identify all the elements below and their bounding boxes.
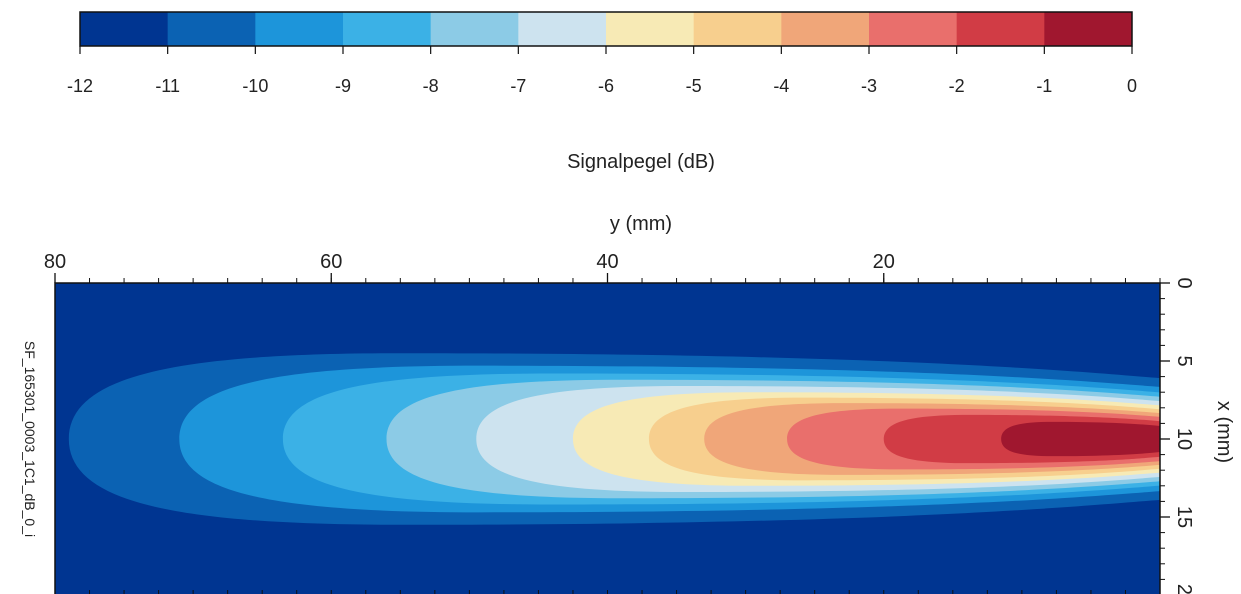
x-axis-ticks: 0 5 10 15 20: [1160, 277, 1195, 594]
heatmap-contours: [68, 353, 1160, 525]
colorbar-tick-label: -12: [67, 76, 93, 96]
colorbar-segment: [1044, 12, 1133, 46]
colorbar-tick-label: -10: [242, 76, 268, 96]
colorbar-tick-label: -1: [1036, 76, 1052, 96]
colorbar-tick-label: -3: [861, 76, 877, 96]
y-tick-label: 40: [596, 251, 618, 273]
colorbar-segment: [80, 12, 169, 46]
colorbar-segment: [693, 12, 782, 46]
x-tick-label: 20: [1173, 584, 1195, 594]
x-axis-label: x (mm): [1213, 401, 1235, 463]
colorbar-tick-label: -8: [423, 76, 439, 96]
colorbar-tick-label: -9: [335, 76, 351, 96]
colorbar-segment: [255, 12, 344, 46]
colorbar-segment: [956, 12, 1045, 46]
colorbar-tick-label: 0: [1127, 76, 1137, 96]
colorbar-segment: [606, 12, 695, 46]
colorbar-tick-label: -4: [773, 76, 789, 96]
colorbar-tick-label: -2: [949, 76, 965, 96]
colorbar-tick-label: -11: [155, 76, 180, 96]
colorbar-ticks: -12 -11 -10 -9 -8 -7 -6 -5 -4 -3 -2 -1 0: [67, 46, 1137, 96]
x-tick-label: 10: [1173, 428, 1195, 450]
colorbar-tick-label: -6: [598, 76, 614, 96]
x-tick-label: 15: [1173, 506, 1195, 528]
colorbar-label: Signalpegel (dB): [567, 151, 715, 173]
contour-band: [1001, 421, 1160, 457]
colorbar-segment: [167, 12, 256, 46]
x-tick-label: 5: [1173, 355, 1195, 366]
colorbar-segment: [430, 12, 519, 46]
bottom-minor-ticks: [54, 590, 1161, 594]
top-minor-ticks: [54, 278, 1161, 283]
y-axis-label: y (mm): [610, 213, 672, 235]
colorbar-segment: [343, 12, 432, 46]
colorbar: [79, 11, 1133, 47]
x-tick-label: 0: [1173, 277, 1195, 288]
colorbar-segment: [518, 12, 607, 46]
colorbar-tick-label: -5: [686, 76, 702, 96]
colorbar-tick-label: -7: [510, 76, 526, 96]
colorbar-segment: [869, 12, 958, 46]
side-label: SF_165301_0003_1C1_dB_0_i: [22, 341, 38, 537]
y-tick-label: 60: [320, 251, 342, 273]
colorbar-segment: [781, 12, 870, 46]
y-tick-label: 80: [44, 251, 66, 273]
y-tick-label: 20: [873, 251, 895, 273]
